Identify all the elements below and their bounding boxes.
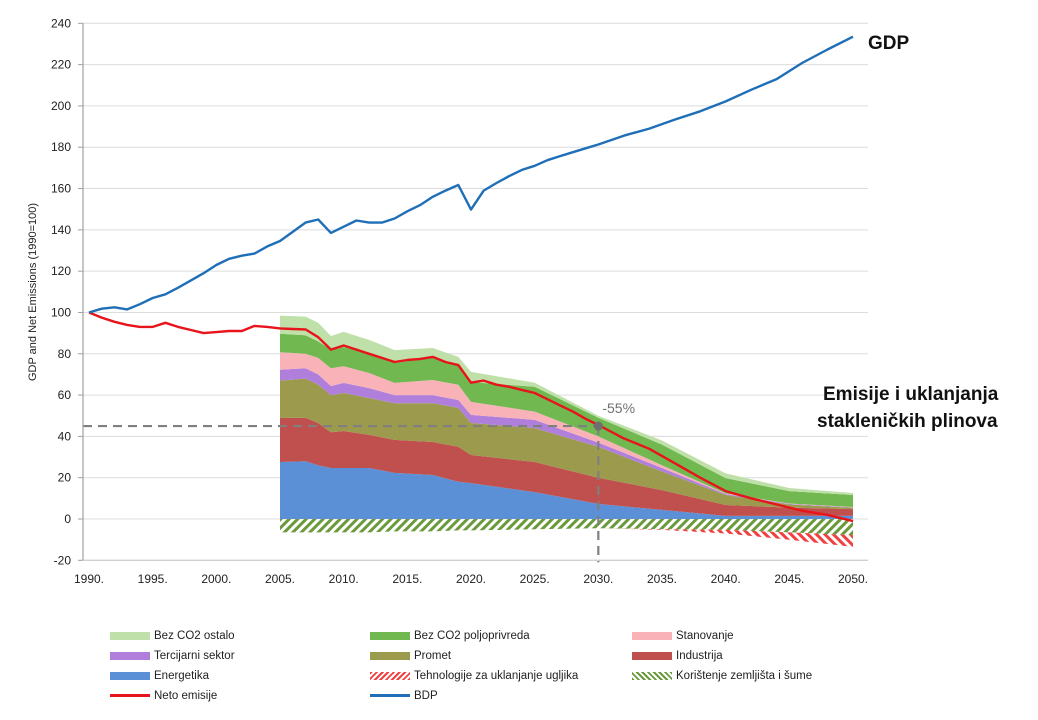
area-lulucf [280, 519, 853, 536]
x-tick-label: 2000. [201, 572, 231, 586]
legend-item: Bez CO2 poljoprivreda [370, 628, 632, 643]
line-bdp [88, 35, 854, 314]
legend-item: Stanovanje [632, 628, 872, 643]
legend-item: Korištenje zemljišta i šume [632, 668, 872, 683]
legend-swatch [370, 631, 410, 640]
area-promet [280, 378, 853, 510]
y-tick-label: 40 [58, 429, 72, 443]
y-tick-label: 80 [58, 347, 72, 361]
target-percent-label: -55% [602, 400, 635, 416]
legend-swatch [110, 671, 150, 680]
x-axis-ticks: 1990. 1995. 2000. 2005. 2010. 2015. 2020. 2025.… [74, 572, 868, 586]
legend-swatch [370, 671, 410, 680]
x-tick-label: 2010. [329, 572, 359, 586]
stacked-areas [280, 315, 853, 547]
y-tick-label: 100 [51, 305, 71, 319]
x-tick-label: 2005. [265, 572, 295, 586]
legend-swatch [110, 631, 150, 640]
x-tick-label: 2035. [647, 572, 677, 586]
legend-label: Neto emisije [154, 689, 218, 702]
target-marker-group [83, 424, 600, 563]
y-tick-label: 120 [51, 264, 71, 278]
legend-label: BDP [414, 689, 438, 702]
x-tick-label: 2030. [583, 572, 613, 586]
y-tick-label: 180 [51, 140, 71, 154]
area-tercijarni [280, 368, 853, 508]
legend-item: Neto emisije [110, 688, 370, 703]
legend-item: Tercijarni sektor [110, 648, 370, 663]
legend-swatch [632, 651, 672, 660]
legend-swatch [632, 631, 672, 640]
x-tick-label: 2050. [838, 572, 868, 586]
line-neto [88, 311, 854, 523]
legend-label: Industrija [676, 649, 723, 662]
emissions-annotation-line2: stakleničkih plinova [817, 411, 998, 432]
legend-item: Energetika [110, 668, 370, 683]
x-tick-label: 2015. [392, 572, 422, 586]
x-tick-label: 2020. [456, 572, 486, 586]
gdp-annotation: GDP [868, 33, 910, 54]
legend-item: Tehnologije za uklanjanje ugljika [370, 668, 632, 683]
y-tick-label: 0 [64, 512, 71, 526]
y-tick-label: 60 [58, 388, 72, 402]
y-tick-label: 220 [51, 58, 71, 72]
legend-swatch [370, 694, 410, 697]
legend-swatch [370, 651, 410, 660]
y-tick-label: -20 [54, 553, 72, 567]
x-tick-label: 1990. [74, 572, 104, 586]
y-axis-title: GDP and Net Emissions (1990=100) [27, 203, 39, 381]
legend-label: Tercijarni sektor [154, 649, 235, 662]
x-tick-label: 2040. [711, 572, 741, 586]
legend-item: Bez CO2 ostalo [110, 628, 370, 643]
area-industrija [280, 417, 853, 516]
y-axis-ticks: -20 0 20 40 60 80 100 120 140 160 180 200 220 240 [51, 16, 83, 567]
target-marker [593, 421, 603, 431]
legend-label: Bez CO2 poljoprivreda [414, 629, 530, 642]
area-energetika [280, 461, 853, 519]
legend-swatch [632, 671, 672, 680]
y-tick-label: 200 [51, 99, 71, 113]
y-tick-label: 140 [51, 223, 71, 237]
legend-label: Tehnologije za uklanjanje ugljika [414, 669, 579, 682]
x-tick-label: 2025. [520, 572, 550, 586]
legend-label: Promet [414, 649, 452, 662]
y-tick-label: 160 [51, 182, 71, 196]
area-poljoprivreda [280, 333, 853, 507]
legend-swatch [110, 694, 150, 697]
legend-item: Industrija [632, 648, 872, 663]
legend-swatch [110, 651, 150, 660]
legend: Bez CO2 ostalo Bez CO2 poljoprivreda Stano… [110, 628, 870, 703]
y-tick-label: 20 [58, 471, 72, 485]
legend-item: Promet [370, 648, 632, 663]
x-tick-label: 2045. [774, 572, 804, 586]
area-stanovanje [280, 352, 853, 508]
emissions-annotation-line1: Emisije i uklanjanja [823, 384, 999, 405]
y-tick-label: 240 [51, 16, 71, 30]
legend-item: BDP [370, 688, 632, 703]
x-tick-label: 1995. [138, 572, 168, 586]
legend-label: Energetika [154, 669, 209, 682]
legend-label: Bez CO2 ostalo [154, 629, 235, 642]
line-series [88, 35, 854, 523]
legend-label: Stanovanje [676, 629, 734, 642]
legend-label: Korištenje zemljišta i šume [676, 669, 813, 682]
